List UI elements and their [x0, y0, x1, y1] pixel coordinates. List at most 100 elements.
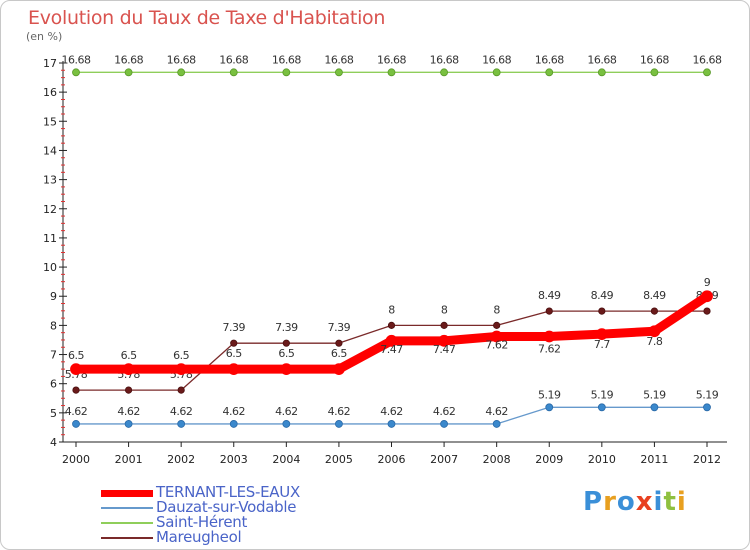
logo-letter: P: [583, 487, 604, 517]
data-label-dauzat-sur-vodable: 5.19: [591, 388, 614, 401]
data-point-ternant-les-eaux: [385, 334, 398, 347]
data-label-ternant-les-eaux: 6.5: [121, 349, 137, 362]
data-label-saint-h-rent: 16.68: [167, 53, 196, 66]
data-label-dauzat-sur-vodable: 4.62: [223, 405, 246, 418]
legend-swatch: [101, 507, 153, 509]
data-point-dauzat-sur-vodable: [124, 420, 133, 428]
data-point-dauzat-sur-vodable: [387, 420, 396, 428]
data-point-saint-h-rent: [335, 68, 343, 77]
data-point-saint-h-rent: [282, 68, 291, 77]
legend-item-mareugheol: Mareugheol: [101, 528, 361, 546]
data-label-dauzat-sur-vodable: 4.62: [117, 405, 140, 418]
data-point-dauzat-sur-vodable: [597, 403, 606, 412]
data-label-ternant-les-eaux: 7.7: [594, 338, 610, 351]
data-point-ternant-les-eaux: [280, 363, 293, 376]
data-point-mareugheol: [598, 307, 606, 315]
data-label-saint-h-rent: 16.68: [324, 53, 353, 66]
data-point-saint-h-rent: [440, 68, 448, 77]
data-point-dauzat-sur-vodable: [177, 420, 186, 428]
y-tick-label: 13: [43, 174, 57, 187]
logo-letter: x: [635, 487, 654, 517]
data-label-dauzat-sur-vodable: 4.62: [433, 405, 456, 418]
y-tick-label: 14: [43, 144, 57, 157]
y-tick-label: 6: [50, 378, 57, 391]
legend-swatch: [101, 537, 153, 539]
data-point-mareugheol: [72, 386, 80, 394]
data-point-mareugheol: [230, 339, 238, 347]
data-label-ternant-les-eaux: 7.47: [433, 343, 456, 356]
x-tick-label: 2009: [535, 453, 563, 466]
y-tick-label: 12: [43, 203, 57, 216]
data-label-ternant-les-eaux: 6.5: [226, 347, 242, 360]
x-tick-label: 2012: [693, 453, 721, 466]
data-point-mareugheol: [282, 339, 290, 347]
data-label-mareugheol: 8.49: [591, 289, 614, 302]
data-point-ternant-les-eaux: [175, 363, 188, 376]
data-label-saint-h-rent: 16.68: [535, 53, 564, 66]
data-label-dauzat-sur-vodable: 5.19: [538, 388, 561, 401]
logo-letter: o: [616, 487, 636, 517]
data-label-mareugheol: 7.39: [223, 321, 246, 334]
logo-letter: r: [603, 487, 617, 517]
data-label-saint-h-rent: 16.68: [114, 53, 143, 66]
data-label-dauzat-sur-vodable: 5.19: [696, 388, 719, 401]
logo-letter: i: [653, 487, 664, 517]
x-tick-label: 2000: [62, 453, 90, 466]
data-point-mareugheol: [493, 321, 501, 329]
y-tick-label: 17: [43, 57, 57, 70]
data-label-mareugheol: 7.39: [275, 321, 298, 334]
data-point-ternant-les-eaux: [438, 334, 450, 347]
data-label-ternant-les-eaux: 7.62: [485, 338, 508, 351]
data-point-ternant-les-eaux: [490, 330, 503, 343]
data-label-mareugheol: 8: [388, 303, 395, 316]
y-tick-label: 10: [43, 261, 57, 274]
data-point-mareugheol: [177, 386, 185, 394]
x-tick-label: 2005: [325, 453, 353, 466]
x-tick-label: 2003: [220, 453, 248, 466]
data-point-mareugheol: [545, 307, 553, 315]
data-label-saint-h-rent: 16.68: [587, 53, 616, 66]
data-label-saint-h-rent: 16.68: [693, 53, 722, 66]
data-point-ternant-les-eaux: [333, 363, 345, 376]
data-point-mareugheol: [387, 321, 396, 329]
legend-item-ternant-les-eaux: TERNANT-LES-EAUX: [101, 483, 361, 501]
data-label-dauzat-sur-vodable: 4.62: [170, 405, 193, 418]
data-label-dauzat-sur-vodable: 5.19: [643, 388, 666, 401]
legend-swatch: [101, 489, 153, 497]
data-point-ternant-les-eaux: [595, 328, 608, 341]
data-label-ternant-les-eaux: 6.5: [331, 347, 347, 360]
data-label-ternant-les-eaux: 7.8: [646, 335, 662, 348]
x-tick-label: 2006: [378, 453, 406, 466]
data-label-saint-h-rent: 16.68: [430, 53, 459, 66]
data-point-dauzat-sur-vodable: [229, 420, 238, 428]
x-tick-label: 2008: [483, 453, 511, 466]
data-point-saint-h-rent: [177, 68, 186, 77]
y-tick-label: 16: [43, 86, 57, 99]
legend-label: Saint-Hérent: [156, 513, 248, 531]
legend-label: Mareugheol: [156, 528, 242, 546]
data-point-dauzat-sur-vodable: [545, 403, 554, 412]
data-point-ternant-les-eaux: [122, 363, 135, 376]
x-tick-label: 2004: [272, 453, 300, 466]
data-point-saint-h-rent: [387, 68, 396, 77]
y-tick-label: 8: [50, 319, 57, 332]
data-point-dauzat-sur-vodable: [440, 420, 448, 428]
data-point-dauzat-sur-vodable: [650, 403, 659, 412]
legend-swatch: [101, 522, 153, 524]
data-point-saint-h-rent: [72, 68, 80, 77]
data-label-mareugheol: 8.49: [538, 289, 561, 302]
data-point-mareugheol: [650, 307, 659, 315]
x-tick-label: 2002: [167, 453, 195, 466]
data-label-saint-h-rent: 16.68: [640, 53, 669, 66]
chart-unit-label: (en %): [26, 30, 63, 43]
data-label-dauzat-sur-vodable: 4.62: [65, 405, 88, 418]
data-point-dauzat-sur-vodable: [282, 420, 291, 428]
data-label-dauzat-sur-vodable: 4.62: [275, 405, 298, 418]
chart-title: Evolution du Taux de Taxe d'Habitation: [28, 7, 386, 29]
data-point-dauzat-sur-vodable: [703, 403, 711, 412]
x-tick-label: 2007: [430, 453, 458, 466]
data-point-saint-h-rent: [124, 68, 133, 77]
data-point-mareugheol: [335, 339, 343, 347]
data-label-dauzat-sur-vodable: 4.62: [485, 405, 508, 418]
